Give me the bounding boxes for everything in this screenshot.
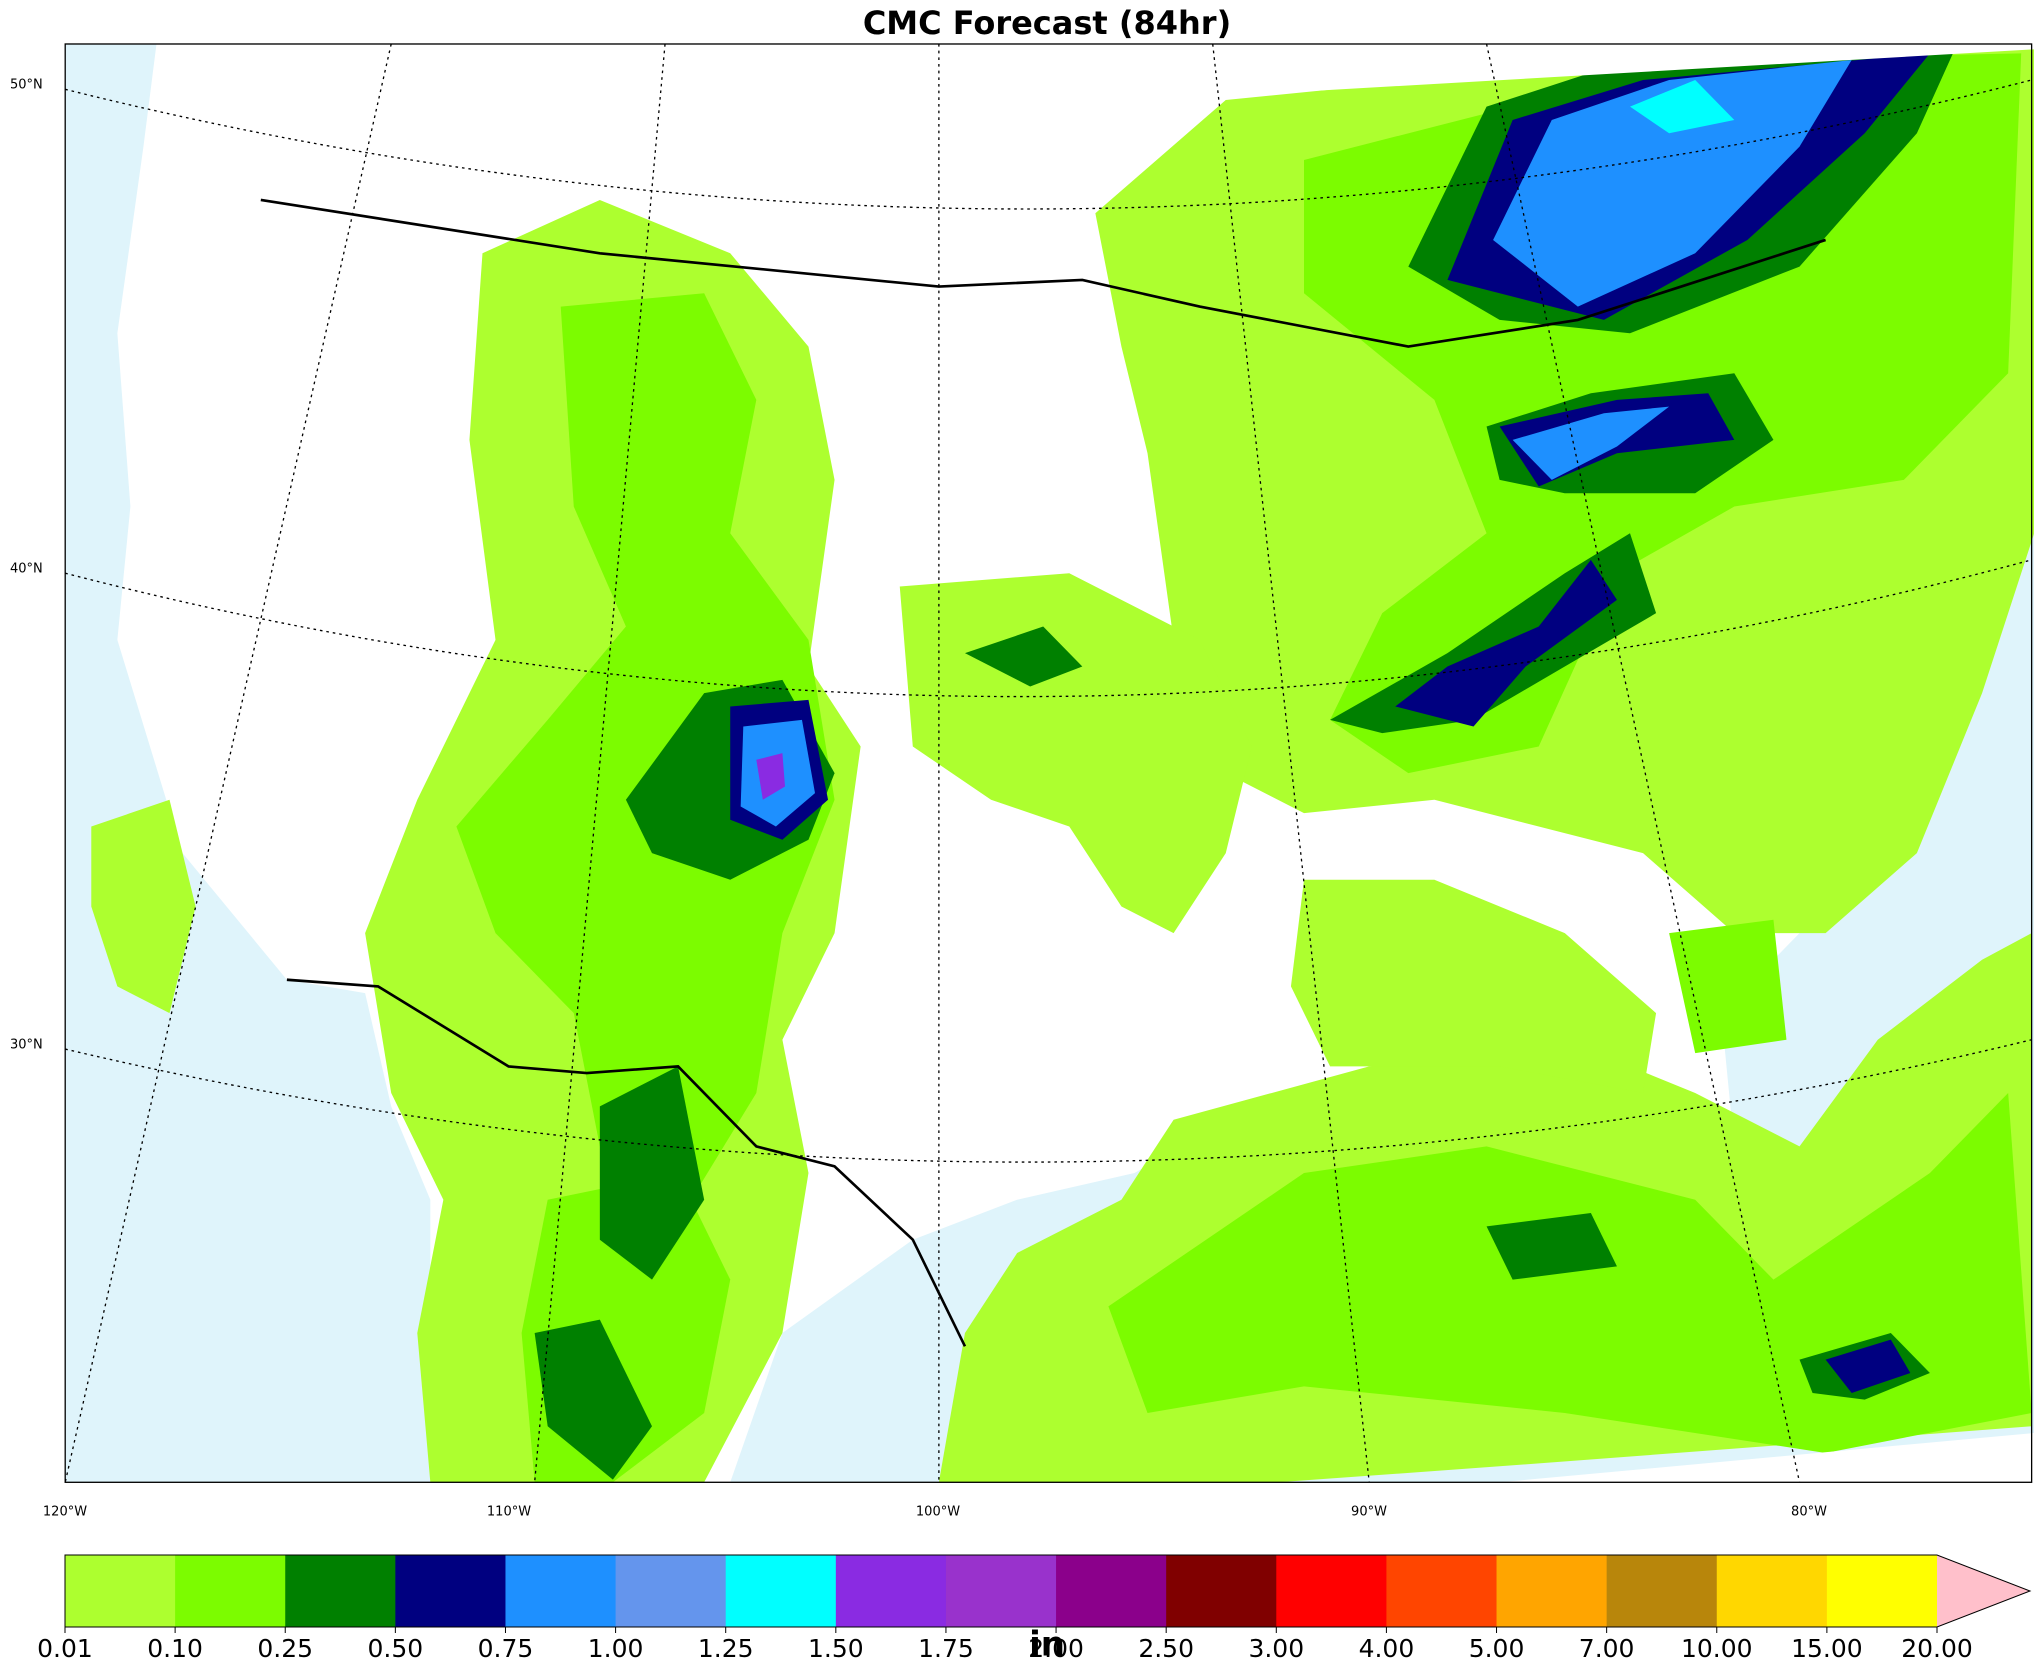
- colorbar-bin: [285, 1555, 396, 1627]
- lat-label: 30°N: [10, 1038, 43, 1053]
- lon-label: 90°W: [1351, 1505, 1387, 1520]
- colorbar-bin: [505, 1555, 617, 1627]
- colorbar-label: 1.75: [918, 1634, 974, 1663]
- colorbar-bin: [1826, 1555, 1938, 1627]
- colorbar-label: 5.00: [1469, 1634, 1525, 1663]
- colorbar-bin: [615, 1555, 727, 1627]
- colorbar-label: 1.50: [808, 1634, 864, 1663]
- frame: [64, 43, 2033, 1483]
- colorbar-unit: in: [1029, 1625, 1065, 1665]
- colorbar-label: 20.00: [1901, 1634, 1973, 1663]
- colorbar-label: 2.00: [1028, 1634, 1084, 1663]
- precip-max: [756, 753, 786, 800]
- lon-label: 80°W: [1791, 1505, 1827, 1520]
- colorbar-label: 3.00: [1248, 1634, 1304, 1663]
- colorbar-bin: [175, 1555, 286, 1627]
- colorbar-bin: [395, 1555, 506, 1627]
- borders: [260, 198, 1826, 1347]
- lon-label: 120°W: [43, 1505, 87, 1520]
- colorbar-label: 10.00: [1681, 1634, 1753, 1663]
- map: [64, 43, 2034, 1483]
- colorbar-bin: [1276, 1555, 1387, 1627]
- colorbar-label: 0.50: [368, 1634, 424, 1663]
- lon-label: 110°W: [487, 1505, 531, 1520]
- colorbar-bin: [1386, 1555, 1498, 1627]
- map-title: CMC Forecast (84hr): [863, 4, 1231, 42]
- colorbar-label: 4.00: [1359, 1634, 1415, 1663]
- colorbar-label: 0.10: [147, 1634, 203, 1663]
- colorbar-bin: [945, 1555, 1057, 1627]
- colorbar-bin: [1496, 1555, 1608, 1627]
- colorbar-label: 15.00: [1791, 1634, 1863, 1663]
- precip-peak: [1630, 79, 1735, 134]
- pacific: [65, 43, 431, 1483]
- colorbar-label: 0.25: [257, 1634, 313, 1663]
- colorbar-bin: [835, 1555, 947, 1627]
- colorbar-label: 7.00: [1579, 1634, 1635, 1663]
- off-grid: [1225, 43, 2034, 96]
- graticule: [64, 43, 2032, 1483]
- lon-label: 100°W: [916, 1505, 960, 1520]
- precip-extreme: [740, 59, 1852, 827]
- colorbar-bin: [1056, 1555, 1167, 1627]
- colorbar-label: 2.50: [1138, 1634, 1194, 1663]
- colorbar-extend: [1937, 1555, 2030, 1627]
- colorbar-bin: [1606, 1555, 1718, 1627]
- colorbar-outline: [64, 1554, 2032, 1628]
- colorbar-label: 0.75: [478, 1634, 534, 1663]
- colorbar-bin: [725, 1555, 837, 1627]
- lat-label: 40°N: [10, 562, 43, 577]
- colorbar-label: 0.01: [37, 1634, 93, 1663]
- colorbar-label: 1.00: [588, 1634, 644, 1663]
- lat-label: 50°N: [10, 78, 43, 93]
- colorbar-bin: [1716, 1555, 1828, 1627]
- off-grid: [1499, 1432, 2034, 1483]
- colorbar-bin: [65, 1555, 176, 1627]
- colorbar-label: 1.25: [698, 1634, 754, 1663]
- colorbar-bin: [1166, 1555, 1277, 1627]
